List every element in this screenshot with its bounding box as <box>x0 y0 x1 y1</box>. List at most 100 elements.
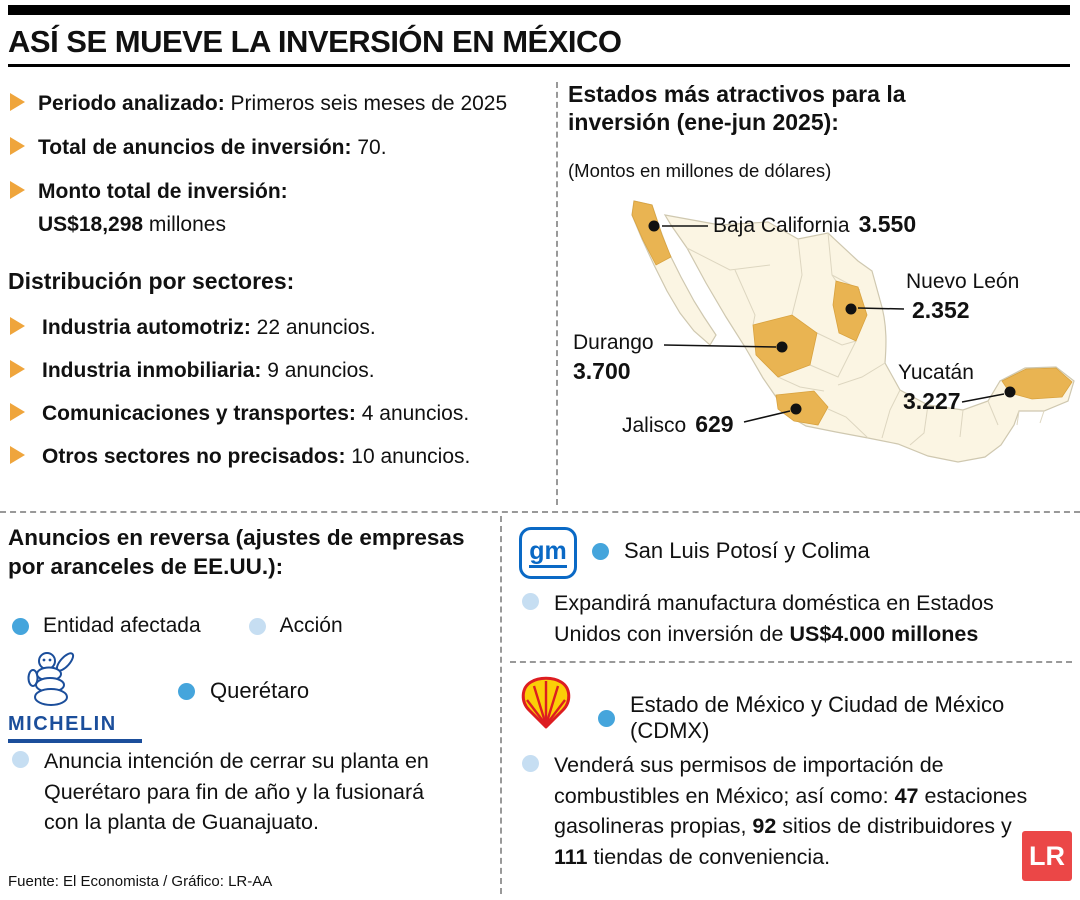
fact-value: Primeros seis meses de 2025 <box>224 92 508 115</box>
fact-total-amount: Monto total de inversión: US$18,298 mill… <box>10 178 550 239</box>
sector-text: Industria inmobiliaria: 9 anuncios. <box>42 357 375 384</box>
shell-action-number: 47 <box>894 783 919 808</box>
title-rule <box>8 64 1070 67</box>
sector-value: 10 anuncios. <box>345 445 471 468</box>
entity-dot-icon <box>12 617 29 635</box>
shell-action-text: tiendas de conveniencia. <box>587 844 831 869</box>
sector-text: Comunicaciones y transportes: 4 anuncios… <box>42 400 469 427</box>
state-shape-jalisco <box>775 390 829 426</box>
state-label-nuevo-leon: Nuevo León 2.352 <box>906 270 1020 323</box>
shell-entity: Estado de México y Ciudad de México (CDM… <box>630 692 1005 743</box>
bullet-triangle-icon <box>10 403 25 421</box>
map-marker-jalisco <box>790 403 802 415</box>
legend-entity-label: Entidad afectada <box>43 614 201 637</box>
bullet-triangle-icon <box>10 93 25 111</box>
bullet-triangle-icon <box>10 317 25 335</box>
fact-label: Total de anuncios de inversión: <box>38 136 352 159</box>
gm-wordmark: gm <box>529 538 567 568</box>
fact-value: 70. <box>351 136 387 159</box>
michelin-man-icon <box>27 652 75 706</box>
vertical-divider-top <box>556 82 558 505</box>
entity-dot-icon <box>598 709 615 727</box>
leader-lines <box>662 225 1005 423</box>
bullet-triangle-icon <box>10 181 25 199</box>
legend-action-label: Acción <box>279 614 343 637</box>
sector-label: Otros sectores no precisados: <box>42 445 346 468</box>
sector-text: Industria automotriz: 22 anuncios. <box>42 314 376 341</box>
sector-other: Otros sectores no precisados: 10 anuncio… <box>10 443 550 470</box>
gm-action-row: Expandirá manufactura doméstica en Estad… <box>522 588 1042 649</box>
map-marker-durango <box>776 341 788 353</box>
legend-action: Acción <box>248 614 343 638</box>
reversals-legend: Entidad afectada Acción <box>12 614 343 638</box>
bullet-triangle-icon <box>10 137 25 155</box>
michelin-action: Anuncia intención de cerrar su planta en… <box>44 749 429 835</box>
map-marker-dots <box>648 220 1016 415</box>
vertical-divider-bottom <box>500 516 502 894</box>
state-label-baja-california: Baja California 3.550 <box>713 211 917 237</box>
shell-action-text: sitios de distribuidores y <box>776 814 1012 839</box>
reversals-heading: Anuncios en reversa (ajustes de empresas… <box>8 525 465 579</box>
sector-communications: Comunicaciones y transportes: 4 anuncios… <box>10 400 550 427</box>
map-heading: Estados más atractivos para la inversión… <box>568 81 906 136</box>
state-shape-baja-california <box>631 200 672 266</box>
lr-logo: LR <box>1022 831 1072 881</box>
fact-text: Monto total de inversión: US$18,298 mill… <box>38 178 288 239</box>
map-marker-baja-california <box>648 220 660 232</box>
michelin-action-row: Anuncia intención de cerrar su planta en… <box>12 746 460 838</box>
source-credit: Fuente: El Economista / Gráfico: LR-AA <box>8 873 273 890</box>
bullet-triangle-icon <box>10 446 25 464</box>
sector-label: Comunicaciones y transportes: <box>42 402 356 425</box>
gm-entity-row: San Luis Potosí y Colima <box>592 538 870 564</box>
fact-label: Monto total de inversión: <box>38 180 288 203</box>
state-boundaries <box>686 232 1045 446</box>
fact-amount: US$18,298 <box>38 213 144 237</box>
gm-action: Expandirá manufactura doméstica en Estad… <box>554 588 1042 649</box>
action-dot-icon <box>522 593 539 610</box>
fact-total-announcements: Total de anuncios de inversión: 70. <box>10 134 550 161</box>
horizontal-divider-main <box>0 511 1080 513</box>
shell-action-number: 111 <box>554 844 588 869</box>
entity-dot-icon <box>178 682 195 700</box>
shell-action-text: Venderá sus permisos de importación de c… <box>554 753 944 808</box>
michelin-logo: MICHELIN <box>8 648 142 743</box>
michelin-entity-row: Querétaro <box>178 678 309 704</box>
gm-entity: San Luis Potosí y Colima <box>624 538 870 563</box>
bullet-triangle-icon <box>10 360 25 378</box>
fact-text: Periodo analizado: Primeros seis meses d… <box>38 90 507 117</box>
legend-entity: Entidad afectada <box>12 614 201 638</box>
sector-label: Industria automotriz: <box>42 316 251 339</box>
fact-amount-suffix: millones <box>143 213 226 237</box>
sector-text: Otros sectores no precisados: 10 anuncio… <box>42 443 470 470</box>
sector-value: 22 anuncios. <box>250 316 376 339</box>
sector-automotive: Industria automotriz: 22 anuncios. <box>10 314 550 341</box>
map-marker-nuevo-leon <box>845 303 857 315</box>
action-dot-icon <box>522 755 539 772</box>
gm-logo: gm <box>519 527 577 579</box>
map-marker-yucatan <box>1004 386 1016 398</box>
shell-action: Venderá sus permisos de importación de c… <box>554 750 1042 872</box>
map-subtitle: (Montos en millones de dólares) <box>568 160 832 181</box>
mexico-map: Baja California 3.550 Nuevo León 2.352 Dur… <box>570 195 1080 505</box>
action-dot-icon <box>248 617 266 635</box>
horizontal-divider-right <box>510 661 1072 663</box>
shell-action-number: 92 <box>752 814 777 839</box>
sector-real-estate: Industria inmobiliaria: 9 anuncios. <box>10 357 550 384</box>
shell-action-row: Venderá sus permisos de importación de c… <box>522 750 1042 872</box>
state-label-durango: Durango 3.700 <box>573 331 654 384</box>
sector-value: 4 anuncios. <box>355 402 470 425</box>
state-label-yucatan: Yucatán 3.227 <box>898 361 974 414</box>
fact-period: Periodo analizado: Primeros seis meses d… <box>10 90 550 117</box>
shell-action-text: estaciones gasolineras propias, <box>554 783 1028 839</box>
fact-label: Periodo analizado: <box>38 92 225 115</box>
michelin-entity: Querétaro <box>210 678 310 703</box>
entity-dot-icon <box>592 542 609 560</box>
michelin-underline <box>8 739 142 743</box>
state-label-jalisco: Jalisco 629 <box>622 411 734 437</box>
gm-action-text: Expandirá manufactura doméstica en Estad… <box>554 591 994 646</box>
sector-value: 9 anuncios. <box>261 359 375 382</box>
sector-label: Industria inmobiliaria: <box>42 359 262 382</box>
top-black-bar <box>8 5 1070 15</box>
shell-entity-row: Estado de México y Ciudad de México (CDM… <box>598 692 1080 744</box>
